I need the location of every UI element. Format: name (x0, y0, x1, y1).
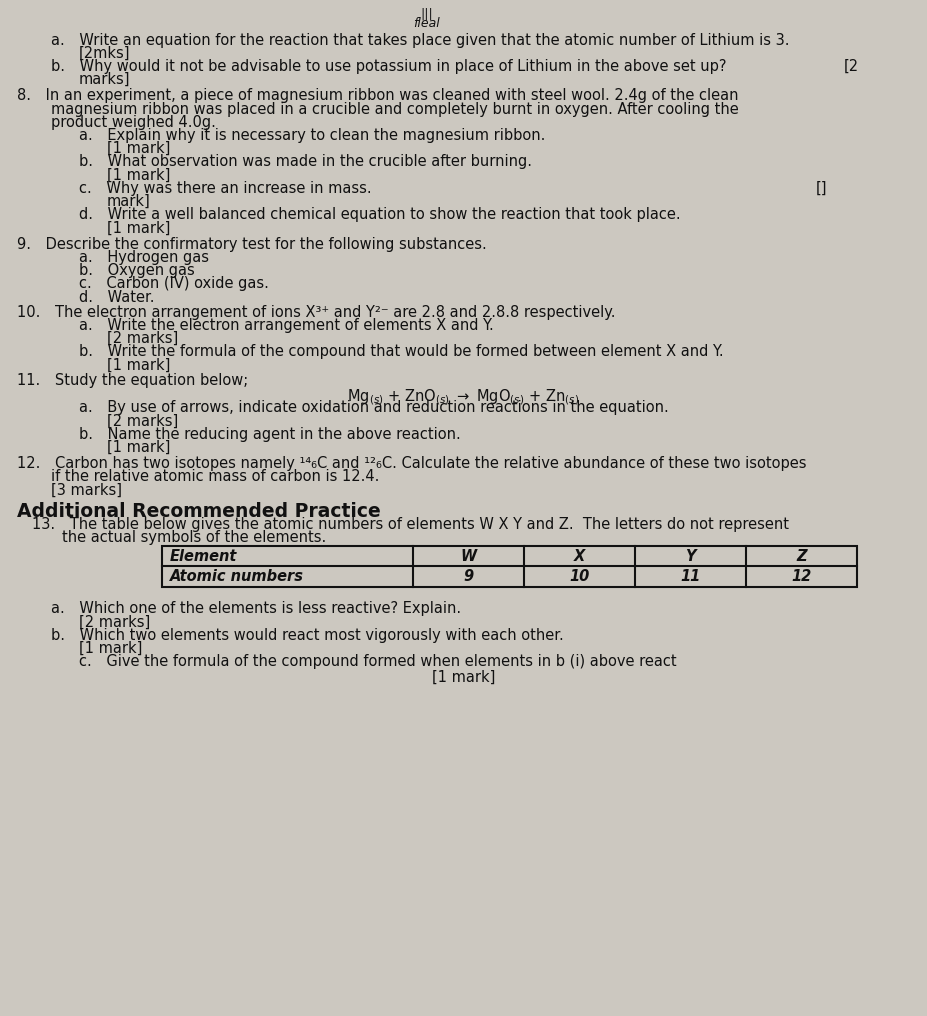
Text: a. Write an equation for the reaction that takes place given that the atomic num: a. Write an equation for the reaction th… (51, 33, 790, 48)
Text: b. Name the reducing agent in the above reaction.: b. Name the reducing agent in the above … (79, 427, 461, 442)
Text: X: X (574, 549, 585, 564)
Text: W: W (460, 549, 476, 564)
Text: if the relative atomic mass of carbon is 12.4.: if the relative atomic mass of carbon is… (51, 469, 379, 485)
Text: a. Explain why it is necessary to clean the magnesium ribbon.: a. Explain why it is necessary to clean … (79, 128, 545, 143)
Text: [1 mark]: [1 mark] (79, 641, 142, 656)
Text: [2 marks]: [2 marks] (79, 615, 150, 630)
Text: product weighed 4.0g.: product weighed 4.0g. (51, 115, 216, 130)
Text: [2 marks]: [2 marks] (107, 331, 178, 346)
Text: b. Oxygen gas: b. Oxygen gas (79, 263, 195, 278)
Text: [1 mark]: [1 mark] (107, 168, 170, 183)
Text: [2mks]: [2mks] (79, 46, 131, 61)
Text: 11: 11 (680, 569, 701, 584)
Text: b. Why would it not be advisable to use potassium in place of Lithium in the abo: b. Why would it not be advisable to use … (51, 59, 727, 74)
Text: a. Hydrogen gas: a. Hydrogen gas (79, 250, 209, 265)
Text: 12: 12 (792, 569, 812, 584)
Text: c. Carbon (IV) oxide gas.: c. Carbon (IV) oxide gas. (79, 276, 269, 292)
Text: Atomic numbers: Atomic numbers (170, 569, 304, 584)
Text: marks]: marks] (79, 72, 131, 87)
Text: [1 mark]: [1 mark] (432, 670, 495, 685)
Text: Additional Recommended Practice: Additional Recommended Practice (17, 502, 380, 521)
Text: []: [] (816, 181, 827, 196)
Text: 9. Describe the confirmatory test for the following substances.: 9. Describe the confirmatory test for th… (17, 237, 487, 252)
Text: 13. The table below gives the atomic numbers of elements W X Y and Z.  The lette: 13. The table below gives the atomic num… (32, 517, 790, 532)
Text: c. Give the formula of the compound formed when elements in b (i) above react: c. Give the formula of the compound form… (79, 654, 677, 670)
Bar (162, 546, 857, 587)
Text: [3 marks]: [3 marks] (51, 483, 122, 498)
Text: d. Write a well balanced chemical equation to show the reaction that took place.: d. Write a well balanced chemical equati… (79, 207, 680, 223)
Text: Y: Y (685, 549, 696, 564)
Text: a. Write the electron arrangement of elements X and Y.: a. Write the electron arrangement of ele… (79, 318, 493, 333)
Text: 11. Study the equation below;: 11. Study the equation below; (17, 373, 248, 388)
Text: |||: ||| (420, 7, 433, 20)
Text: [1 mark]: [1 mark] (107, 358, 170, 373)
Text: 10. The electron arrangement of ions X³⁺ and Y²⁻ are 2.8 and 2.8.8 respectively.: 10. The electron arrangement of ions X³⁺… (17, 305, 616, 320)
Text: [2: [2 (844, 59, 858, 74)
Text: Mg$_{(s)}$ + ZnO$_{(s)}$ $\rightarrow$ MgO$_{(s)}$ + Zn$_{(s)}$: Mg$_{(s)}$ + ZnO$_{(s)}$ $\rightarrow$ M… (348, 387, 579, 406)
Text: 10: 10 (569, 569, 590, 584)
Text: d. Water.: d. Water. (79, 290, 154, 305)
Text: b. Write the formula of the compound that would be formed between element X and : b. Write the formula of the compound tha… (79, 344, 723, 360)
Text: 8. In an experiment, a piece of magnesium ribbon was cleaned with steel wool. 2.: 8. In an experiment, a piece of magnesiu… (17, 88, 738, 104)
Text: 12. Carbon has two isotopes namely ¹⁴₆C and ¹²₆C. Calculate the relative abundan: 12. Carbon has two isotopes namely ¹⁴₆C … (17, 456, 806, 471)
Text: c. Why was there an increase in mass.: c. Why was there an increase in mass. (79, 181, 372, 196)
Text: Element: Element (170, 549, 237, 564)
Text: [2 marks]: [2 marks] (107, 414, 178, 429)
Text: fleal: fleal (413, 17, 439, 30)
Text: a. Which one of the elements is less reactive? Explain.: a. Which one of the elements is less rea… (51, 601, 461, 617)
Text: magnesium ribbon was placed in a crucible and completely burnt in oxygen. After : magnesium ribbon was placed in a crucibl… (51, 102, 739, 117)
Text: b. What observation was made in the crucible after burning.: b. What observation was made in the cruc… (79, 154, 532, 170)
Text: Z: Z (796, 549, 807, 564)
Text: b. Which two elements would react most vigorously with each other.: b. Which two elements would react most v… (51, 628, 564, 643)
Text: [1 mark]: [1 mark] (107, 141, 170, 156)
Text: the actual symbols of the elements.: the actual symbols of the elements. (62, 530, 326, 546)
Text: [1 mark]: [1 mark] (107, 220, 170, 236)
Text: 9: 9 (464, 569, 473, 584)
Text: a. By use of arrows, indicate oxidation and reduction reactions in the equation.: a. By use of arrows, indicate oxidation … (79, 400, 668, 416)
Text: mark]: mark] (107, 194, 150, 209)
Text: [1 mark]: [1 mark] (107, 440, 170, 455)
